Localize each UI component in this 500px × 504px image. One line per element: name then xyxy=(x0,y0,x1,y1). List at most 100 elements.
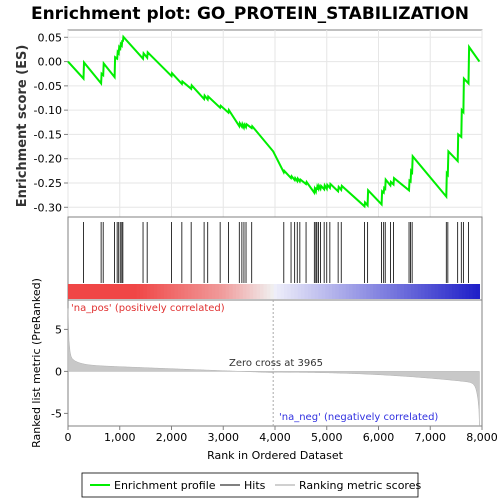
rank-y-ticks: 5 0 -5 xyxy=(51,323,68,420)
neg-correlated-label: 'na_neg' (negatively correlated) xyxy=(279,412,438,423)
rank-bar-segment xyxy=(163,284,169,299)
rank-bar-segment xyxy=(218,284,223,299)
rank-bar-segment xyxy=(335,284,340,299)
rank-bar-segment xyxy=(465,284,470,299)
rank-bar-segment xyxy=(136,284,141,299)
rank-bar-segment xyxy=(338,284,343,299)
rank-bar-segment xyxy=(81,284,86,299)
rank-bar-segment xyxy=(256,284,261,299)
rank-bar-segment xyxy=(345,284,350,299)
rank-bar-segment xyxy=(458,284,463,299)
rank-bar-segment xyxy=(122,284,127,299)
rank-bar-segment xyxy=(270,284,275,299)
rank-bar-segment xyxy=(362,284,367,299)
rank-bar-segment xyxy=(242,284,247,299)
rank-bar-segment xyxy=(170,284,175,299)
rank-plot-frame xyxy=(67,299,483,427)
rank-bar-segment xyxy=(290,284,295,299)
es-tick-label: -0.10 xyxy=(34,104,62,117)
rank-tick-label: 0 xyxy=(55,365,62,378)
rank-bar-segment xyxy=(414,284,419,299)
rank-bar-segment xyxy=(445,284,450,299)
es-tick-label: 0.00 xyxy=(38,56,63,69)
rank-bar-segment xyxy=(431,284,436,299)
rank-bar-segment xyxy=(115,284,121,299)
rank-bar-segment xyxy=(225,284,230,299)
rank-bar-segment xyxy=(366,284,371,299)
rank-bar-segment xyxy=(91,284,97,299)
x-tick-label: 7,000 xyxy=(415,431,447,444)
rank-bar-segment xyxy=(373,284,378,299)
rank-bar-segment xyxy=(126,284,131,299)
rank-bar-segment xyxy=(397,284,402,299)
rank-bar-segment xyxy=(98,284,103,299)
rank-bar-segment xyxy=(222,284,227,299)
rank-bar-segment xyxy=(424,284,429,299)
rank-bar-segment xyxy=(417,284,422,299)
rank-bar-segment xyxy=(198,284,203,299)
ranked-metric-area xyxy=(67,308,480,426)
es-tick-label: 0.05 xyxy=(38,31,63,44)
hits-panel xyxy=(67,216,483,301)
legend-hits-label: Hits xyxy=(244,479,266,492)
rank-bar-segment xyxy=(215,284,220,299)
rank-bar-segment xyxy=(153,284,158,299)
rank-bar-segment xyxy=(174,284,179,299)
rank-bar-segment xyxy=(311,284,316,299)
rank-bar-segment xyxy=(307,284,313,299)
rank-bar-segment xyxy=(331,284,337,299)
x-tick-label: 1,000 xyxy=(104,431,136,444)
rank-bar-segment xyxy=(294,284,299,299)
rank-bar-segment xyxy=(280,284,285,299)
es-tick-label: -0.20 xyxy=(34,153,62,166)
x-tick-label: 6,000 xyxy=(363,431,395,444)
rank-bar-segment xyxy=(78,284,83,299)
enrichment-score-panel: 0.05 0.00 -0.05 -0.10 -0.15 -0.20 -0.25 -0.30 E… xyxy=(15,29,483,218)
rank-bar-segment xyxy=(390,284,395,299)
rank-bar-segment xyxy=(167,284,172,299)
rank-bar-segment xyxy=(283,284,289,299)
rank-bar-segment xyxy=(434,284,439,299)
rank-bar-segment xyxy=(407,284,412,299)
rank-bar-segment xyxy=(246,284,251,299)
rank-bar-segment xyxy=(369,284,374,299)
rank-y-axis-label: Ranked list metric (PreRanked) xyxy=(30,278,43,448)
rank-bar-segment xyxy=(139,284,145,299)
rank-bar-segment xyxy=(400,284,405,299)
rank-bar-segment xyxy=(157,284,162,299)
rank-bar-segment xyxy=(201,284,206,299)
rank-bar-segment xyxy=(150,284,155,299)
rank-bar-segment xyxy=(259,284,265,299)
rank-bar-segment xyxy=(469,284,474,299)
rank-bar-segment xyxy=(143,284,148,299)
rank-bar-segment xyxy=(314,284,319,299)
rank-bar-segment xyxy=(181,284,186,299)
x-tick-label: 8,000 xyxy=(466,431,498,444)
rank-bar-segment xyxy=(301,284,306,299)
rank-bar-segment xyxy=(160,284,165,299)
es-tick-label: -0.05 xyxy=(34,80,62,93)
rank-bar-segment xyxy=(146,284,151,299)
rank-bar-segment xyxy=(386,284,391,299)
rank-bar-segment xyxy=(71,284,76,299)
rank-bar-segment xyxy=(211,284,217,299)
rank-bar-segment xyxy=(205,284,210,299)
rank-bar-segment xyxy=(359,284,364,299)
rank-bar-segment xyxy=(297,284,302,299)
rank-bar-segment xyxy=(321,284,326,299)
rank-bar-segment xyxy=(239,284,244,299)
rank-bar-segment xyxy=(119,284,124,299)
legend-ranking-label: Ranking metric scores xyxy=(299,479,421,492)
rank-tick-label: -5 xyxy=(51,407,62,420)
legend-box xyxy=(81,472,419,498)
pos-correlated-label: 'na_pos' (positively correlated) xyxy=(71,303,225,314)
rank-bar-segment xyxy=(95,284,100,299)
rank-bar-segment xyxy=(85,284,90,299)
enrichment-profile-line xyxy=(67,34,481,209)
rank-bar-segment xyxy=(427,284,433,299)
legend: Enrichment profile Hits Ranking metric s… xyxy=(81,472,421,498)
rank-bar-segment xyxy=(112,284,117,299)
rank-bar-segment xyxy=(352,284,357,299)
rank-bar-segment xyxy=(462,284,467,299)
rank-bar-segment xyxy=(393,284,398,299)
